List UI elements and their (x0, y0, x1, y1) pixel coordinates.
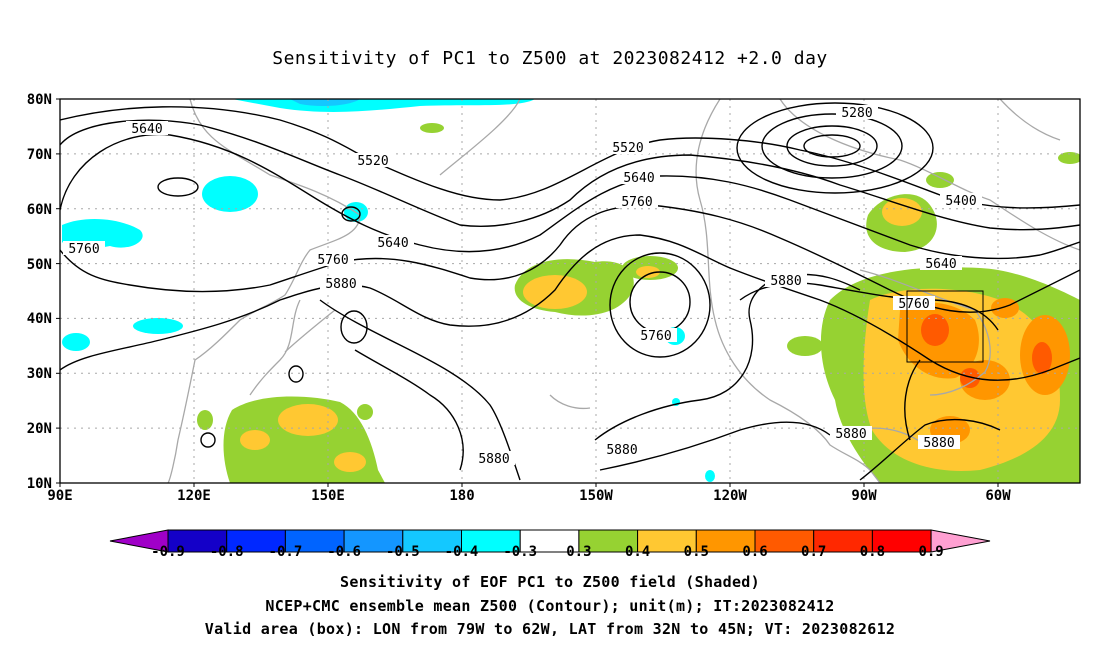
lat-label: 50N (27, 257, 52, 273)
lat-label: 80N (27, 92, 52, 108)
colorbar-label: 0.5 (684, 544, 709, 560)
contour-label: 5520 (357, 154, 388, 169)
contour-label: 5880 (606, 443, 637, 458)
map-title: Sensitivity of PC1 to Z500 at 2023082412… (272, 48, 828, 69)
contour-label: 5640 (377, 236, 408, 251)
colorbar-label: 0.7 (801, 544, 826, 560)
lon-label: 90W (851, 488, 877, 504)
contour-label: 5760 (640, 329, 671, 344)
contour-label: 5880 (923, 436, 954, 451)
contour-label: 5760 (68, 242, 99, 257)
contour-label: 5640 (131, 122, 162, 137)
colorbar-label: 0.6 (742, 544, 767, 560)
valid-area-box (906, 290, 984, 363)
colorbar-label: -0.7 (269, 544, 303, 560)
colorbar: -0.9 -0.8 -0.7 -0.6 -0.5 -0.4 -0.3 0.3 0… (109, 529, 991, 560)
coastlines (167, 99, 1080, 483)
lat-label: 70N (27, 147, 52, 163)
contour-label: 5880 (478, 452, 509, 467)
colorbar-label: 0.9 (918, 544, 943, 560)
caption-line-2: NCEP+CMC ensemble mean Z500 (Contour); u… (265, 597, 835, 615)
caption-line-1: Sensitivity of EOF PC1 to Z500 field (Sh… (340, 573, 760, 591)
contour-label: 5880 (325, 277, 356, 292)
map-area: 5640 5520 5520 5280 5640 5400 5760 5760 … (60, 99, 1080, 483)
lat-label: 40N (27, 311, 52, 327)
map-frame (59, 98, 1081, 484)
contour-labels: 5640 5520 5520 5280 5640 5400 5760 5760 … (63, 105, 982, 467)
lon-label: 150E (311, 488, 345, 504)
lon-axis: 90E 120E 150E 180 150W 120W 90W 60W (47, 483, 1011, 504)
lat-label: 20N (27, 421, 52, 437)
colorbar-label: -0.6 (327, 544, 361, 560)
colorbar-label: -0.5 (386, 544, 420, 560)
lon-label: 150W (579, 488, 613, 504)
contour-label: 5760 (898, 297, 929, 312)
contour-label: 5760 (317, 253, 348, 268)
colorbar-label: 0.3 (566, 544, 591, 560)
contour-label: 5280 (841, 106, 872, 121)
contour-label: 5640 (623, 171, 654, 186)
lat-label: 30N (27, 366, 52, 382)
contour-label: 5400 (945, 194, 976, 209)
colorbar-label: -0.3 (503, 544, 537, 560)
colorbar-label: -0.9 (151, 544, 185, 560)
caption-line-3: Valid area (box): LON from 79W to 62W, L… (204, 620, 896, 638)
colorbar-high-triangle (930, 529, 991, 553)
colorbar-label: -0.8 (210, 544, 244, 560)
contour-label: 5880 (835, 427, 866, 442)
lat-axis: 80N 70N 60N 50N 40N 30N 20N 10N (27, 92, 60, 492)
lat-label: 60N (27, 202, 52, 218)
colorbar-label: 0.8 (860, 544, 885, 560)
lon-label: 120W (713, 488, 747, 504)
contour-label: 5520 (612, 141, 643, 156)
lon-label: 120E (177, 488, 211, 504)
lon-label: 90E (47, 488, 72, 504)
contour-label: 5640 (925, 257, 956, 272)
contour-label: 5760 (621, 195, 652, 210)
colorbar-label: 0.4 (625, 544, 650, 560)
lat-label: 10N (27, 476, 52, 492)
contour-label: 5880 (770, 274, 801, 289)
lon-label: 60W (985, 488, 1011, 504)
height-contours (60, 102, 1080, 481)
colorbar-label: -0.4 (445, 544, 479, 560)
lon-label: 180 (449, 488, 474, 504)
